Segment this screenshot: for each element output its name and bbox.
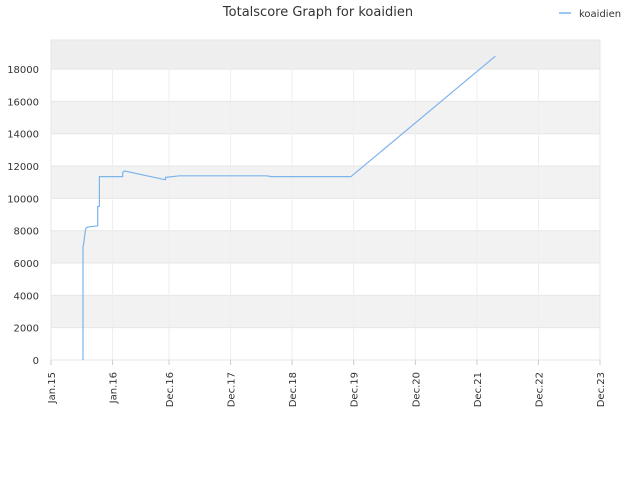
legend-label-koaidien[interactable]: koaidien xyxy=(579,9,621,20)
plot-band xyxy=(51,230,600,264)
y-tick-label: 18000 xyxy=(7,65,39,76)
chart-title: Totalscore Graph for koaidien xyxy=(222,5,413,20)
x-tick-label: Dec.17 xyxy=(227,372,238,407)
plot-bands xyxy=(51,40,600,360)
x-tick-label: Dec.22 xyxy=(534,372,545,407)
y-tick-label: 2000 xyxy=(14,324,39,335)
plot-band xyxy=(51,198,600,231)
x-tick-label: Dec.21 xyxy=(473,372,484,407)
plot-band xyxy=(51,263,600,296)
x-tick-label: Jan.15 xyxy=(47,372,58,404)
y-tick-label: 4000 xyxy=(14,291,39,302)
plot-band xyxy=(51,133,600,167)
x-tick-label: Dec.23 xyxy=(596,372,607,407)
plot-area-border xyxy=(50,39,601,361)
plot-band xyxy=(51,69,600,102)
plot-band xyxy=(51,295,600,328)
x-tick-label: Dec.19 xyxy=(350,372,361,407)
y-tick-label: 8000 xyxy=(14,227,39,238)
series-layer xyxy=(82,55,496,360)
x-tick-label: Dec.16 xyxy=(165,372,176,407)
series-line-koaidien xyxy=(82,55,496,360)
y-tick-label: 12000 xyxy=(7,162,39,173)
y-tick-label: 0 xyxy=(33,356,39,367)
x-tick-label: Dec.20 xyxy=(411,372,422,407)
y-tick-label: 14000 xyxy=(7,130,39,141)
plot-band xyxy=(51,166,600,199)
plot-band xyxy=(51,40,600,70)
legend[interactable]: koaidien xyxy=(559,9,621,20)
y-tick-label: 16000 xyxy=(7,97,39,108)
x-axis-ticks: Jan.15 Jan.16 Dec.16 Dec.17 Dec.18 Dec.19 Dec.… xyxy=(47,360,607,407)
y-tick-label: 10000 xyxy=(7,194,39,205)
x-tick-label: Dec.18 xyxy=(288,372,299,407)
y-axis-ticks: 0 2000 4000 6000 8000 10000 12000 14000 16000 180… xyxy=(7,65,39,367)
y-tick-label: 6000 xyxy=(14,259,39,270)
plot-band xyxy=(51,327,600,360)
plot-band xyxy=(51,101,600,134)
x-tick-label: Jan.16 xyxy=(109,372,120,404)
